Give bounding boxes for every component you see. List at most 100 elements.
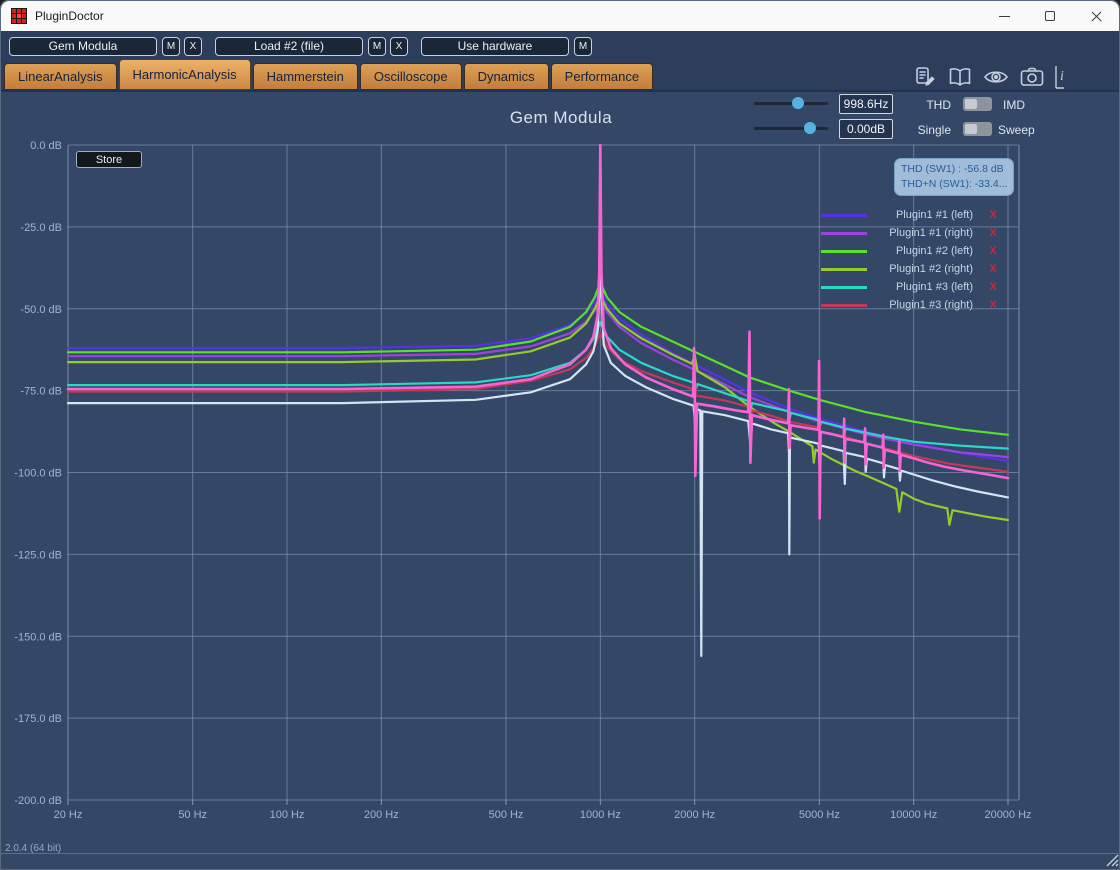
legend-label[interactable]: Plugin1 #1 (right) — [889, 227, 973, 239]
maximize-button[interactable] — [1027, 1, 1073, 31]
series-plugin1-2-left — [66, 281, 1010, 436]
version-label: 2.0.4 (64 bit) — [5, 843, 62, 854]
tab-dynamics[interactable]: Dynamics — [463, 63, 549, 90]
legend-swatch — [821, 213, 867, 217]
single-sweep-toggle-knob — [965, 124, 977, 134]
x-tick-label: 5000 Hz — [799, 809, 840, 821]
legend-remove-button[interactable]: X — [989, 299, 997, 311]
single-sweep-toggle[interactable] — [963, 122, 992, 136]
tab-linear-analysis[interactable]: LinearAnalysis — [4, 63, 117, 90]
x-tick-label: 500 Hz — [489, 809, 524, 821]
y-tick-label: -75.0 dB — [20, 386, 62, 398]
legend-label[interactable]: Plugin1 #3 (right) — [889, 299, 973, 311]
thd-readout-tooltip: THD (SW1) : -56.8 dB THD+N (SW1): -33.4.… — [894, 158, 1014, 196]
legend-label[interactable]: Plugin1 #1 (left) — [895, 209, 973, 221]
legend-item: Plugin1 #3 (left) X — [821, 278, 1005, 296]
legend-label[interactable]: Plugin1 #3 (left) — [895, 281, 973, 293]
legend-item: Plugin1 #1 (left) X — [821, 206, 1005, 224]
frequency-slider-track — [754, 102, 828, 105]
thd-readout-line2: THD+N (SW1): -33.4... — [901, 178, 1008, 190]
info-icon[interactable]: i — [1055, 64, 1071, 90]
chart-panel: 0.0 dB -25.0 dB -50.0 dB -75.0 dB -100.0 dB -… — [1, 92, 1119, 869]
y-tick-label: -25.0 dB — [20, 222, 62, 234]
series-unlabeled-pink — [66, 143, 1010, 520]
plugin2-x-button[interactable]: X — [390, 36, 408, 56]
legend-label[interactable]: Plugin1 #2 (right) — [889, 263, 973, 275]
gain-slider-thumb[interactable] — [803, 122, 816, 134]
load-file-button[interactable]: Load #2 (file) — [215, 36, 363, 56]
y-tick-label: -125.0 dB — [14, 549, 62, 561]
app-icon — [11, 8, 27, 24]
camera-icon[interactable] — [1019, 65, 1045, 89]
y-tick-label: -200.0 dB — [14, 795, 62, 807]
chart-svg: 0.0 dB -25.0 dB -50.0 dB -75.0 dB -100.0 dB -… — [14, 140, 1031, 821]
legend-swatch — [821, 231, 867, 235]
notes-icon[interactable] — [913, 65, 937, 89]
minimize-button[interactable] — [981, 1, 1027, 31]
y-tick-label: 0.0 dB — [30, 140, 62, 152]
legend-item: Plugin1 #3 (right) X — [821, 296, 1005, 314]
x-tick-label: 20 Hz — [54, 809, 83, 821]
plugin1-m-button[interactable]: M — [162, 36, 180, 56]
x-tick-label: 50 Hz — [178, 809, 207, 821]
legend-remove-button[interactable]: X — [989, 263, 997, 275]
sweep-label: Sweep — [998, 123, 1035, 137]
x-tick-label: 200 Hz — [364, 809, 399, 821]
gain-slider-track — [754, 127, 828, 130]
tab-harmonic-analysis[interactable]: HarmonicAnalysis — [118, 59, 251, 90]
resize-grip[interactable] — [1103, 851, 1119, 867]
thd-imd-toggle-knob — [965, 99, 977, 109]
x-tick-label: 100 Hz — [270, 809, 305, 821]
x-tick-label: 1000 Hz — [580, 809, 621, 821]
svg-text:i: i — [1060, 69, 1064, 84]
legend-remove-button[interactable]: X — [989, 227, 997, 239]
legend-remove-button[interactable]: X — [989, 281, 997, 293]
y-tick-label: -150.0 dB — [14, 631, 62, 643]
tab-hammerstein[interactable]: Hammerstein — [252, 63, 358, 90]
x-tick-label: 2000 Hz — [674, 809, 715, 821]
legend-swatch — [821, 249, 867, 253]
eye-icon[interactable] — [983, 65, 1009, 89]
legend-item: Plugin1 #1 (right) X — [821, 224, 1005, 242]
legend-item: Plugin1 #2 (left) X — [821, 242, 1005, 260]
hardware-m-button[interactable]: M — [574, 36, 592, 56]
plugin-select-button[interactable]: Gem Modula — [9, 36, 157, 56]
legend: Plugin1 #1 (left) X Plugin1 #1 (right) X Plu… — [821, 206, 1005, 314]
gain-value[interactable]: 0.00dB — [839, 119, 893, 139]
chart-title: Gem Modula — [509, 108, 613, 127]
y-tick-label: -50.0 dB — [20, 304, 62, 316]
imd-label: IMD — [1003, 98, 1025, 112]
frequency-slider-thumb[interactable] — [792, 97, 805, 109]
plugin2-m-button[interactable]: M — [368, 36, 386, 56]
plugin1-x-button[interactable]: X — [184, 36, 202, 56]
close-icon — [1090, 10, 1103, 23]
status-divider — [1, 853, 1119, 854]
use-hardware-button[interactable]: Use hardware — [421, 36, 569, 56]
legend-item: Plugin1 #2 (right) X — [821, 260, 1005, 278]
book-icon[interactable] — [947, 65, 973, 89]
maximize-icon — [1045, 11, 1055, 21]
series-plugin1-1-left — [66, 289, 1010, 463]
series-plugin1-3-left — [66, 320, 1010, 450]
legend-label[interactable]: Plugin1 #2 (left) — [895, 245, 973, 257]
tab-performance[interactable]: Performance — [550, 63, 654, 90]
store-button[interactable]: Store — [76, 151, 142, 168]
minimize-icon — [998, 15, 1010, 17]
frequency-value[interactable]: 998.6Hz — [839, 94, 893, 114]
legend-remove-button[interactable]: X — [989, 209, 997, 221]
legend-remove-button[interactable]: X — [989, 245, 997, 257]
frequency-slider[interactable] — [754, 96, 828, 110]
tab-oscilloscope[interactable]: Oscilloscope — [359, 63, 462, 90]
y-tick-label: -175.0 dB — [14, 713, 62, 725]
gain-slider[interactable] — [754, 121, 828, 135]
x-tick-label: 20000 Hz — [984, 809, 1031, 821]
titlebar: PluginDoctor — [1, 1, 1119, 31]
close-button[interactable] — [1073, 1, 1119, 31]
legend-swatch — [821, 303, 867, 307]
window-title: PluginDoctor — [35, 9, 104, 23]
series-plugin1-1-right — [66, 297, 1010, 459]
legend-swatch — [821, 285, 867, 289]
thd-imd-toggle[interactable] — [963, 97, 992, 111]
y-tick-label: -100.0 dB — [14, 468, 62, 480]
